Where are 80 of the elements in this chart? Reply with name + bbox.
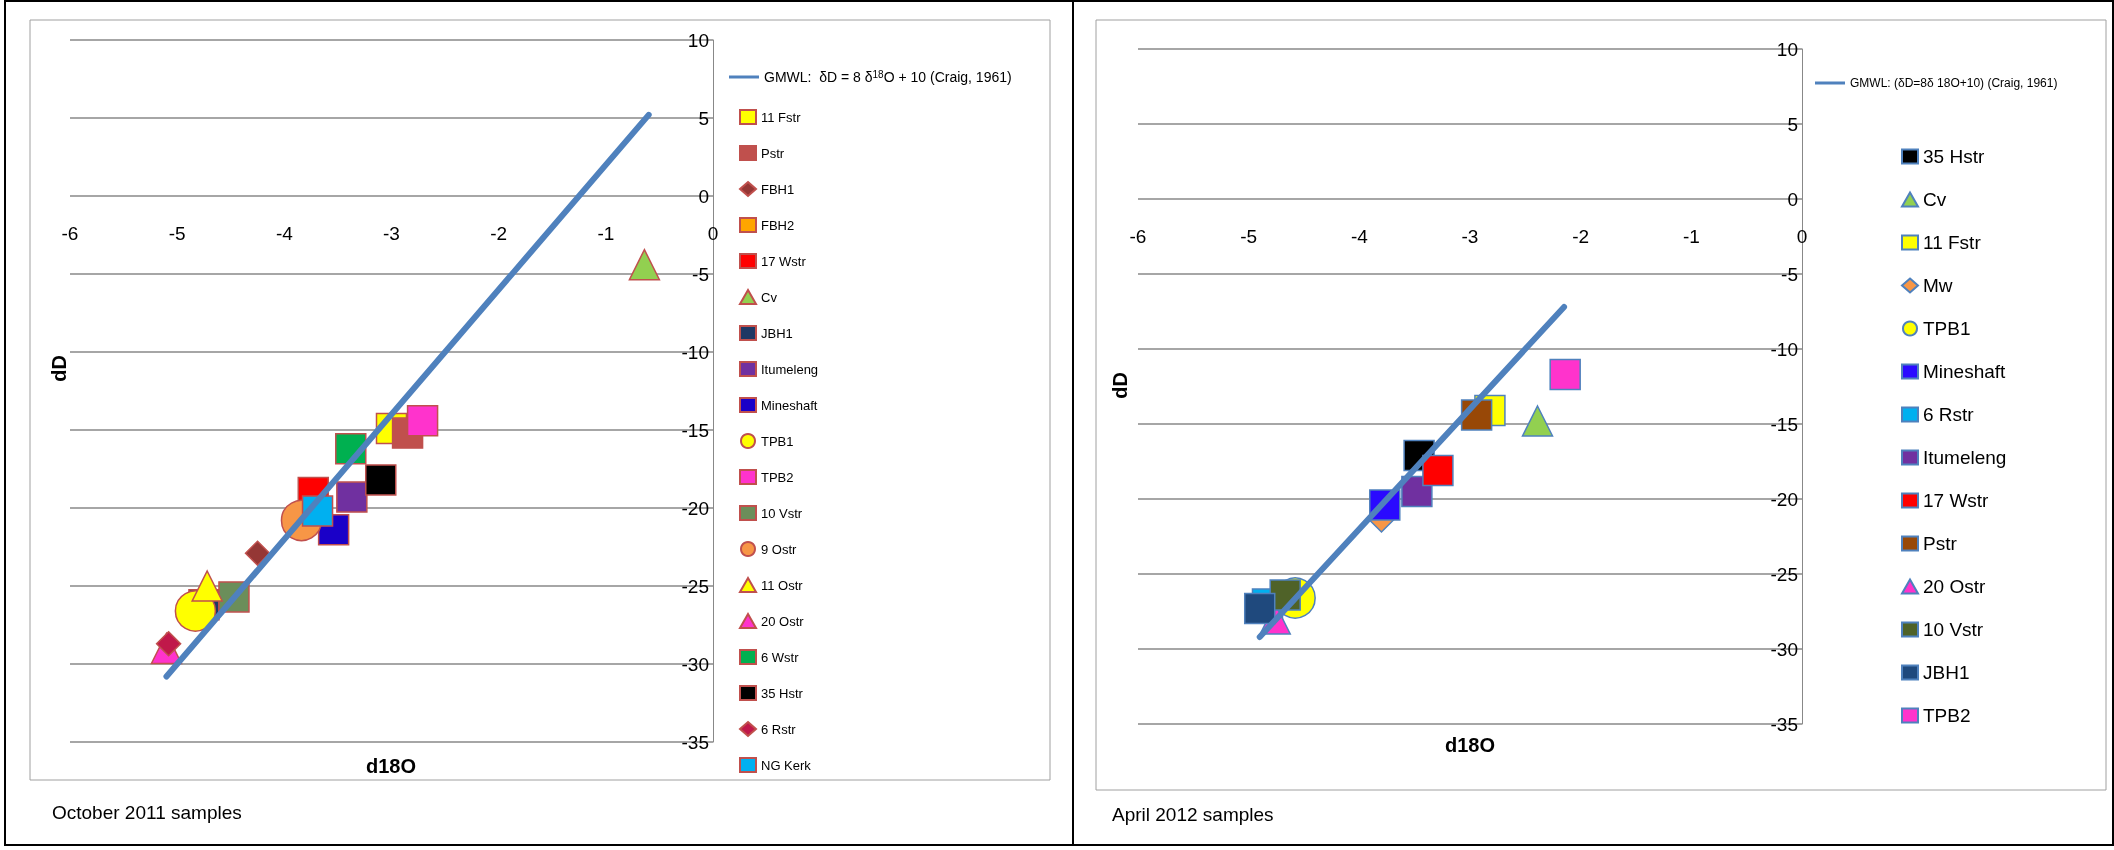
legend-label: FBH2	[761, 217, 795, 233]
y-tick-label: 5	[1787, 113, 1798, 135]
legend-label: NG Kerk	[761, 757, 812, 773]
legend-label: 35 Hstr	[761, 685, 804, 701]
y-tick-label: -15	[1770, 413, 1798, 435]
text: April 2012 samples	[1112, 803, 1274, 825]
legend-label: 11 Fstr	[1923, 232, 1982, 253]
point	[244, 540, 271, 566]
legend-label: TPB1	[1923, 318, 1971, 339]
y-tick-label: -20	[681, 497, 709, 519]
legend-label: Mineshaft	[1923, 361, 2007, 382]
legend-label: Cv	[761, 289, 778, 305]
legend-label: Itumeleng	[761, 361, 819, 377]
y-tick-label: 10	[1776, 38, 1798, 60]
x-tick-label: -5	[168, 223, 186, 244]
point	[336, 481, 368, 513]
y-tick-label: -20	[1770, 488, 1798, 510]
y-axis-title: dD	[1109, 371, 1131, 399]
x-tick-label: -1	[1682, 226, 1700, 247]
legend-label: JBH1	[761, 325, 793, 341]
x-tick-label: -3	[383, 223, 400, 244]
legend-label: 11 Ostr	[761, 577, 804, 593]
y-tick-label: -30	[681, 653, 709, 675]
y-tick-label: -35	[681, 731, 709, 753]
legend-label: 11 Fstr	[761, 109, 802, 125]
y-tick-label: 0	[1787, 188, 1798, 210]
legend-label: 20 Ostr	[1923, 576, 1986, 597]
legend-label: Pstr	[1923, 533, 1958, 554]
legend-label: Cv	[1923, 189, 1947, 210]
x-tick-label: -2	[1572, 226, 1590, 247]
text: October 2011 samples	[52, 801, 242, 823]
x-tick-label: -6	[1129, 226, 1147, 247]
legend-label: TPB2	[761, 469, 794, 485]
legend-label: 17 Wstr	[761, 253, 807, 269]
x-tick-label: -1	[597, 223, 615, 244]
legend-label: 17 Wstr	[1923, 490, 1990, 511]
point	[406, 404, 439, 437]
legend-label: TPB2	[1923, 705, 1971, 726]
point	[1422, 454, 1454, 487]
legend-label: Mineshaft	[761, 397, 818, 413]
x-tick-label: -5	[1240, 226, 1258, 247]
legend-label: 6 Rstr	[1923, 404, 1975, 425]
point	[365, 464, 397, 496]
y-tick-label: -10	[681, 341, 709, 363]
y-axis-title: dD	[48, 354, 70, 382]
x-tick-label: -4	[1350, 226, 1369, 247]
point	[1549, 358, 1581, 391]
legend-label: Itumeleng	[1923, 447, 2007, 468]
point	[628, 248, 661, 281]
x-axis-title: d18O	[365, 755, 417, 777]
x-tick-label: -4	[275, 223, 294, 244]
y-tick-label: -15	[681, 419, 709, 441]
legend-label: FBH1	[761, 181, 795, 197]
legend-label: 6 Rstr	[761, 721, 797, 737]
x-tick-label: -3	[1461, 226, 1479, 247]
legend-label: Pstr	[761, 145, 785, 161]
legend-label: 10 Vstr	[1923, 619, 1984, 640]
legend-label: Mw	[1923, 275, 1953, 296]
y-tick-label: -5	[692, 263, 709, 285]
legend-label: 35 Hstr	[1923, 146, 1985, 167]
legend-label: GMWL: (δD=8δ 18O+10) (Craig, 1961)	[1850, 76, 2058, 90]
point	[1521, 405, 1554, 437]
y-tick-label: -5	[1781, 263, 1798, 285]
y-tick-label: 5	[698, 107, 709, 129]
legend-label: 20 Ostr	[761, 613, 805, 629]
x-tick-label: -6	[61, 223, 79, 244]
legend-label: TPB1	[761, 433, 794, 449]
y-tick-label: -25	[681, 575, 709, 597]
legend-label: 9 Ostr	[761, 541, 798, 557]
y-tick-label: -25	[1770, 563, 1798, 585]
y-tick-label: 10	[687, 29, 709, 51]
y-tick-label: -30	[1770, 638, 1798, 660]
x-tick-label: -2	[490, 223, 508, 244]
y-tick-label: -10	[1770, 338, 1798, 360]
legend-label: 10 Vstr	[761, 505, 803, 521]
legend-label: 6 Wstr	[761, 649, 800, 665]
x-axis-title: d18O	[1444, 734, 1496, 756]
y-tick-label: 0	[698, 185, 709, 207]
y-tick-label: -35	[1770, 713, 1798, 735]
legend-label: JBH1	[1923, 662, 1970, 683]
